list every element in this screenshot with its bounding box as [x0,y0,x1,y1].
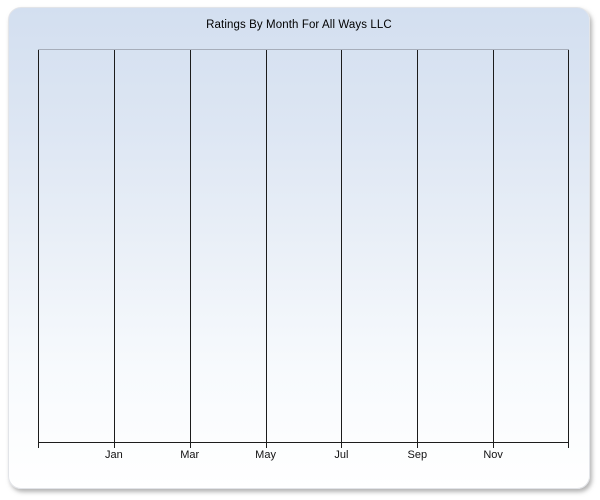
x-tick-label: Jul [334,449,349,461]
x-tick-label: Sep [407,449,428,461]
gridline [341,50,343,443]
axis-tick [417,442,419,448]
chart-panel: Ratings By Month For All Ways LLC Jan [8,7,590,489]
gridline [189,50,191,443]
chart-title: Ratings By Month For All Ways LLC [206,19,392,31]
axis-tick [493,442,495,448]
axis-tick [341,442,343,448]
x-axis-line [38,442,569,443]
x-tick-label: Jan [104,449,123,461]
gridline [493,50,495,443]
gridline [113,50,115,443]
plot-area: Jan Mar May Jul Sep Nov [38,49,569,461]
axis-tick [265,442,267,448]
gridline [417,50,419,443]
x-tick-label: Mar [180,449,200,461]
gridline [38,50,39,443]
x-tick-label: Nov [483,449,503,461]
gridline [568,50,569,443]
x-tick-label: May [255,449,276,461]
axis-tick [568,442,569,448]
gridline [265,50,267,443]
axis-tick [113,442,115,448]
axis-tick [38,442,39,448]
axis-tick [189,442,191,448]
